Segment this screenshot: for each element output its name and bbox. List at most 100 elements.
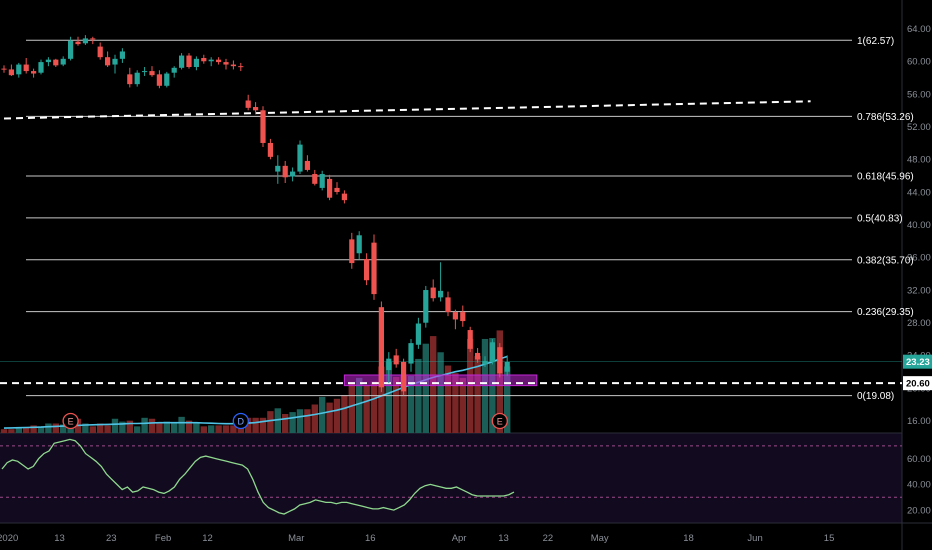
price-tag: 20.60 [906,379,930,390]
volume-bar [156,422,163,433]
volume-bar [119,421,126,433]
candle-body [53,59,59,66]
candle-body [401,361,407,392]
candle-body [1,68,7,70]
time-tick: 22 [543,533,554,544]
volume-bar [30,425,37,433]
candle-body [156,74,162,86]
rsi-tick: 20.00 [907,505,931,516]
candle-body [275,165,281,172]
volume-bar [304,409,311,433]
candle-body [68,40,74,59]
event-marker-label: E [497,416,503,426]
candle-body [371,242,377,295]
rsi-pane [0,433,902,523]
candle-body [452,312,458,320]
volume-bar [60,424,67,433]
candle-body [260,110,266,143]
rsi-indicator [0,438,902,515]
volume-bar [341,395,348,433]
volume-bar [89,426,96,433]
candle-body [119,51,125,59]
candle-body [319,174,325,188]
time-tick: 23 [106,533,117,544]
candle-body [90,38,96,40]
candle-body [253,107,259,111]
time-tick: 2020 [0,533,18,544]
price-tick: 52.00 [907,122,931,133]
volume-bar [274,408,281,433]
candle-body [504,361,510,372]
candle-body [82,38,88,44]
volume-bar [504,366,511,433]
volume-bar [245,417,252,433]
candle-body [149,71,155,76]
candle-body [438,290,444,298]
volume-bar [393,376,400,433]
candle-body [497,347,503,374]
volume-bar [52,423,59,433]
volume-bar [97,423,104,433]
time-tick: 18 [683,533,694,544]
event-marker [62,412,79,430]
volume-bar [104,425,111,433]
candle-body [223,62,229,65]
volume-bar [385,361,392,433]
resistance-line [3,100,811,120]
volume-bar [363,385,370,433]
candle-body [304,160,310,170]
volume-bar [23,427,30,433]
candle-body [341,193,347,201]
volume-bar [141,417,148,433]
candle-body [97,46,103,58]
candle-body [38,62,44,73]
fib-label: 0(19.08) [857,391,894,402]
fib-label: 0.5(40.83) [857,213,903,224]
volume-bar [407,376,415,433]
trend-lines [0,100,902,385]
candle-body [16,64,22,75]
price-tick: 32.00 [907,285,931,296]
candle-body [105,57,111,66]
fibonacci-levels: 1(62.57) 0.786(53.26) 0.618(45.96) 0.5(40.8… [26,36,914,402]
volume-bar [193,423,200,433]
candle-body [349,239,355,264]
zone-rect [343,374,538,387]
candle-body [356,235,362,254]
volume-bar [230,425,237,433]
candle-body [312,174,318,184]
price-tick: 44.00 [907,187,931,198]
volume-bar [400,376,407,433]
time-tick: Jun [747,533,762,544]
candle-body [364,258,370,281]
volume-bar [178,416,185,433]
volume-bar [222,425,230,433]
candle-body [489,342,495,362]
candle-body [216,59,222,63]
candle-body [230,64,236,67]
volume-bar [37,426,45,433]
candle-body [460,312,466,322]
candle-body [445,297,451,313]
volume-bar [422,343,429,433]
time-axis[interactable]: 2020 13 23 Feb 12 Mar 16 Apr 13 22 May 18 Jun 15 [0,533,834,544]
volume-bar [259,417,267,433]
volume-bar [200,426,207,433]
price-axis[interactable]: 64.00 60.00 56.00 52.00 48.00 44.00 40.00 36.00… [903,24,932,517]
candle-body [201,58,207,62]
volume-bar [437,352,444,433]
price-tick: 64.00 [907,24,931,35]
price-tag: 23.23 [906,357,930,368]
candle-body [267,142,273,157]
candle-body [282,165,288,178]
candle-body [45,59,51,63]
volume-bar [148,418,156,433]
volume-bar [208,425,215,433]
volume-bar [356,377,363,433]
volume-bar [163,421,170,433]
volume-bar [378,366,385,433]
candle-body [415,323,421,345]
candle-body [408,343,414,364]
